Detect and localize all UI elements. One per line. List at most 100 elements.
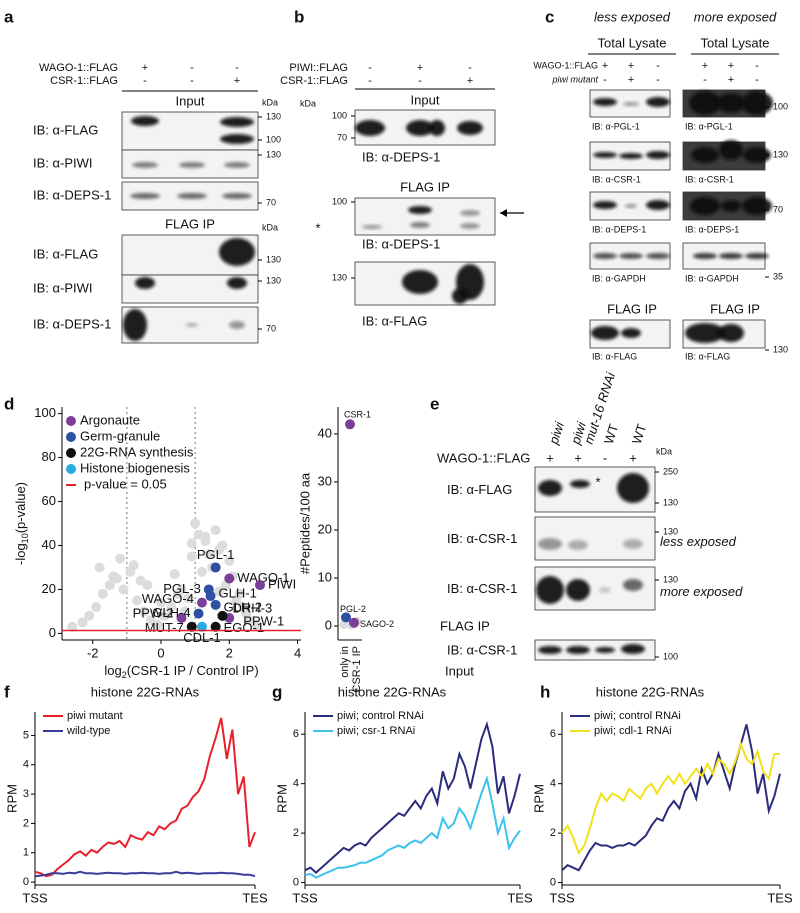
point-label: GLH-4 (152, 605, 190, 620)
marker-label: 130 (773, 149, 788, 159)
point (183, 593, 194, 604)
x-axis-label-part: log (104, 663, 121, 678)
exposure: more exposed (694, 9, 777, 24)
lane-mark: - (656, 60, 660, 72)
band (646, 200, 670, 210)
antibody: IB: α-GAPDH (685, 273, 739, 283)
point-label: WAGO-1 (237, 570, 289, 585)
legend-label: piwi; control RNAi (337, 710, 424, 722)
y-tick-label: 10 (318, 569, 332, 584)
lane-mark: - (418, 75, 422, 87)
band (593, 201, 617, 209)
legend-label: piwi mutant (67, 710, 123, 722)
point-label: PGL-1 (197, 547, 235, 562)
band (625, 204, 637, 208)
band (179, 162, 205, 168)
lane-mark: - (468, 62, 472, 74)
condition: WAGO-1::FLAG (533, 60, 598, 70)
point (176, 584, 187, 595)
panel-label: d (4, 394, 14, 413)
point (203, 549, 214, 560)
point-label: PPW-2 (133, 605, 174, 620)
point (104, 580, 115, 591)
antibody: IB: α-DEPS-1 (592, 224, 646, 234)
band (621, 644, 645, 654)
point (190, 518, 201, 529)
x-tick-label: -2 (87, 645, 99, 660)
x-axis-label: only in (339, 646, 351, 678)
marker-label: 130 (266, 111, 281, 121)
asterisk: * (315, 220, 320, 235)
legend-label: piwi; csr-1 RNAi (337, 725, 415, 737)
point (255, 580, 266, 591)
y-tick-label: 30 (318, 473, 332, 488)
lane-label: WT (601, 422, 622, 446)
marker-label: 70 (773, 204, 783, 214)
point (108, 571, 119, 582)
lane-mark: + (702, 60, 708, 72)
point (186, 621, 197, 632)
lysate: Total Lysate (598, 35, 667, 50)
lane-mark: - (755, 74, 759, 86)
band (408, 206, 432, 214)
band (743, 147, 771, 163)
band (457, 121, 483, 135)
band (220, 117, 254, 127)
marker-label: 100 (332, 110, 347, 120)
point-label: GLH-2 (224, 599, 262, 614)
antibody: IB: α-PGL-1 (685, 121, 733, 131)
antibody: IB: α-CSR-1 (447, 531, 517, 546)
point (162, 608, 173, 619)
band (593, 253, 617, 259)
band (460, 223, 480, 229)
y-tick-label: 60 (42, 493, 56, 508)
lane-mark: - (143, 75, 147, 87)
section: Input (411, 92, 440, 107)
panel-label: c (545, 7, 554, 26)
condition: CSR-1::FLAG (50, 75, 118, 87)
y-tick-label: 80 (42, 449, 56, 464)
point-label: CDL-1 (183, 630, 221, 645)
point (205, 591, 216, 602)
marker-label: 130 (332, 272, 347, 282)
x-tick-label: 2 (226, 645, 233, 660)
lane-mark: - (603, 450, 607, 465)
y-tick-label: 0 (293, 876, 299, 888)
band (621, 328, 641, 338)
legend-swatch (66, 448, 76, 458)
band (745, 253, 769, 259)
y-tick-label: 20 (42, 581, 56, 596)
point (341, 612, 351, 623)
point (94, 562, 105, 573)
marker-label: 100 (773, 101, 788, 111)
x-tick-label: 0 (157, 645, 164, 660)
panel-label: e (430, 394, 439, 413)
line (304, 721, 521, 874)
y-tick-label: 2 (23, 817, 29, 829)
y-tick-label: 0 (550, 876, 556, 888)
arrow-head (500, 209, 507, 217)
marker-label: 100 (663, 651, 678, 661)
x-tick-label: TES (767, 890, 793, 905)
y-axis-label: #Peptides/100 aa (297, 472, 312, 574)
marker-label: 130 (663, 497, 678, 507)
panel-label: g (272, 682, 282, 701)
band (130, 193, 160, 199)
point (91, 602, 102, 613)
y-tick-label: 3 (23, 788, 29, 800)
band (566, 646, 590, 654)
point (200, 531, 211, 542)
y-tick-label: 0 (49, 625, 56, 640)
band (570, 480, 590, 488)
marker-label: 130 (266, 149, 281, 159)
antibody: IB: α-PIWI (33, 280, 93, 295)
lane-mark: - (368, 75, 372, 87)
line (561, 724, 781, 872)
lysate: Total Lysate (701, 35, 770, 50)
panel-label: h (540, 682, 550, 701)
point (176, 613, 187, 624)
section: FLAG IP (400, 179, 450, 194)
marker-label: 100 (332, 196, 347, 206)
marker-label: 100 (266, 134, 281, 144)
band (646, 253, 670, 259)
